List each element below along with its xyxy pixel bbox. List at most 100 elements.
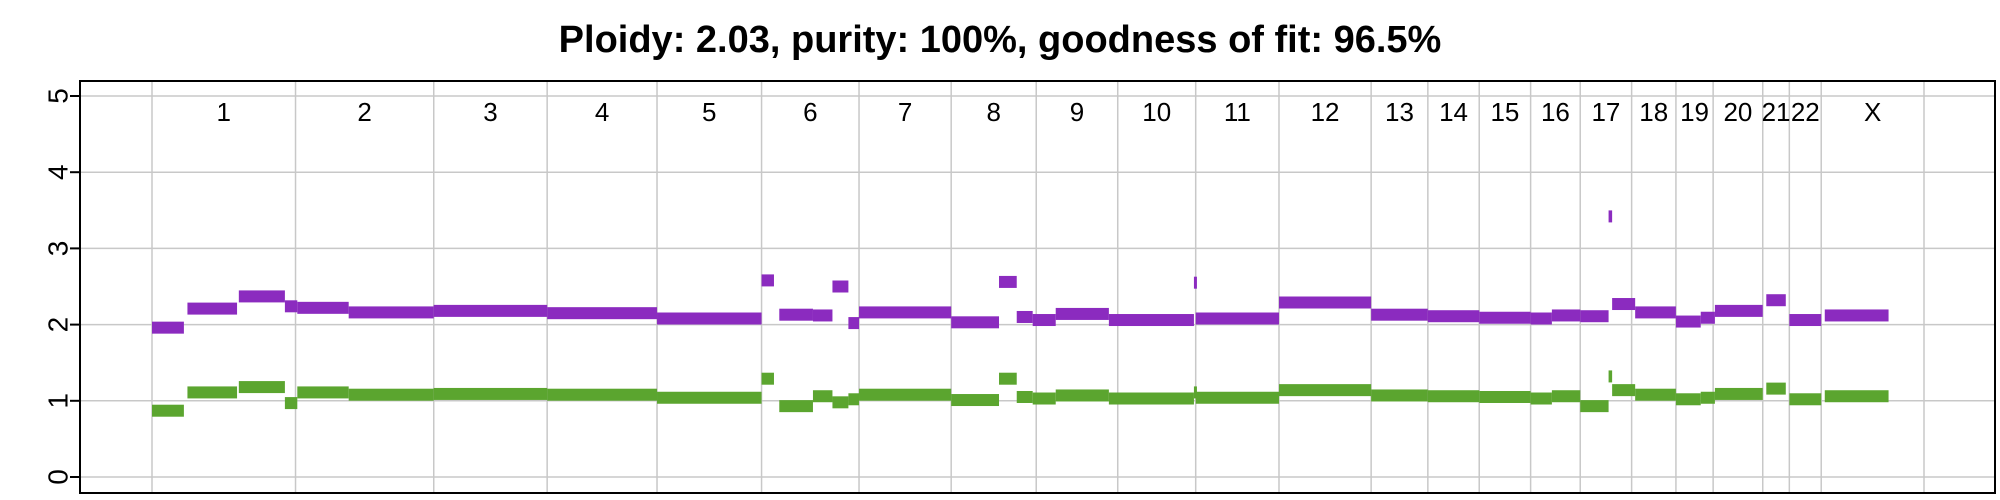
total-copy-number-segment-31 xyxy=(1612,298,1636,311)
minor-copy-number-segment-22 xyxy=(1195,391,1279,404)
total-copy-number-segment-18 xyxy=(1032,314,1056,327)
total-copy-number-segment-23 xyxy=(1278,296,1372,309)
minor-copy-number-segment-12 xyxy=(832,396,849,409)
minor-copy-number-segment-3 xyxy=(284,397,298,410)
minor-copy-number-segment-27 xyxy=(1530,392,1552,405)
total-copy-number-segment-1 xyxy=(187,302,238,315)
minor-copy-number-segment-11 xyxy=(812,390,833,403)
total-copy-number-segment-2 xyxy=(238,290,285,303)
minor-copy-number-segment-19 xyxy=(1055,389,1109,402)
minor-copy-number-segment-23 xyxy=(1278,384,1372,397)
minor-copy-number-segment-1 xyxy=(187,386,238,399)
chromosome-label-17: 17 xyxy=(1591,97,1620,127)
y-tick-label-5: 5 xyxy=(43,88,74,104)
total-copy-number-segment-13 xyxy=(848,317,860,330)
total-copy-number-segment-3 xyxy=(284,300,298,313)
chromosome-labels: 1 2 3 4 5 6 7 8 9 10 11 12 13 14 15 16 17 18 19 20 21 22 X xyxy=(217,97,1882,127)
y-tick-label-2: 2 xyxy=(43,317,74,333)
total-copy-number-segment-28 xyxy=(1551,309,1581,322)
minor-copy-number-segment-16 xyxy=(999,372,1017,385)
minor-copy-number-segment-15 xyxy=(951,394,1000,407)
chromosome-label-15: 15 xyxy=(1490,97,1519,127)
total-copy-number-segment-20 xyxy=(1108,314,1194,327)
chromosome-label-1: 1 xyxy=(217,97,231,127)
minor-copy-number-segment-26 xyxy=(1479,390,1531,403)
minor-copy-number-segment-2 xyxy=(238,381,285,394)
grid-lines xyxy=(80,81,1995,493)
chromosome-label-22: 22 xyxy=(1791,97,1820,127)
minor-copy-number-segment-17 xyxy=(1016,390,1033,403)
minor-copy-number-segment-18 xyxy=(1032,392,1056,405)
total-copy-number-segment-19 xyxy=(1055,307,1109,320)
minor-copy-number-segment-13 xyxy=(848,393,860,406)
chromosome-label-5: 5 xyxy=(702,97,716,127)
minor-copy-number-segment-36 xyxy=(1766,382,1786,395)
minor-copy-number-segment-35 xyxy=(1714,387,1763,400)
chromosome-label-21: 21 xyxy=(1762,97,1791,127)
total-copy-number-segment-36 xyxy=(1766,294,1786,307)
chromosome-label-10: 10 xyxy=(1142,97,1171,127)
chromosome-label-8: 8 xyxy=(986,97,1000,127)
minor-copy-number-segment-5 xyxy=(348,388,434,401)
total-copy-number-segment-22 xyxy=(1195,312,1279,325)
y-tick-label-1: 1 xyxy=(43,393,74,409)
chromosome-label-X: X xyxy=(1864,97,1881,127)
total-copy-number-segment-30 xyxy=(1608,210,1613,223)
total-copy-number-segment-14 xyxy=(859,306,952,319)
total-copy-number-segment-7 xyxy=(547,307,658,320)
chromosome-label-3: 3 xyxy=(483,97,497,127)
y-axis: 0 1 2 3 4 5 xyxy=(43,88,80,485)
total-copy-number-segment-21 xyxy=(1193,276,1197,289)
total-copy-number-segment-16 xyxy=(999,275,1017,288)
minor-copy-number-segment-30 xyxy=(1608,370,1613,383)
minor-copy-number-segment-14 xyxy=(859,388,952,401)
minor-copy-number-segment-8 xyxy=(657,391,762,404)
total-copy-number-segment-38 xyxy=(1824,309,1889,322)
minor-copy-number-segment-24 xyxy=(1371,389,1428,402)
minor-copy-number-segment-20 xyxy=(1108,392,1194,405)
total-copy-number-segment-33 xyxy=(1675,315,1701,328)
minor-copy-number-segment-6 xyxy=(433,387,548,400)
total-copy-number-segment-24 xyxy=(1371,308,1428,321)
chromosome-label-18: 18 xyxy=(1639,97,1668,127)
minor-copy-number-segment-29 xyxy=(1580,400,1609,413)
minor-copy-number-segment-28 xyxy=(1551,390,1581,403)
minor-copy-number-segment-33 xyxy=(1675,393,1701,406)
chromosome-label-14: 14 xyxy=(1439,97,1468,127)
total-copy-number-segment-0 xyxy=(152,321,184,334)
chromosome-label-4: 4 xyxy=(595,97,609,127)
chromosome-label-9: 9 xyxy=(1070,97,1084,127)
chromosome-label-12: 12 xyxy=(1311,97,1340,127)
minor-copy-number-segment-0 xyxy=(152,404,184,417)
chromosome-label-2: 2 xyxy=(357,97,371,127)
chromosome-label-20: 20 xyxy=(1723,97,1752,127)
y-tick-label-3: 3 xyxy=(43,241,74,257)
total-copy-number-segment-34 xyxy=(1700,311,1715,324)
minor-copy-number-segment-7 xyxy=(547,388,658,401)
minor-copy-number-segment-25 xyxy=(1427,390,1480,403)
plot-frame xyxy=(79,80,1996,494)
minor-copy-number-segment-10 xyxy=(779,400,813,413)
total-copy-number-segment-4 xyxy=(297,301,349,314)
total-copy-number-segment-27 xyxy=(1530,312,1552,325)
total-copy-number-segment-12 xyxy=(832,280,849,293)
total-copy-number-segment-9 xyxy=(761,274,774,287)
minor-copy-number-segment-32 xyxy=(1635,388,1676,401)
y-tick-label-4: 4 xyxy=(43,164,74,180)
total-copy-number-segment-6 xyxy=(433,304,548,317)
chromosome-label-11: 11 xyxy=(1224,97,1251,127)
total-copy-number-segment-10 xyxy=(779,308,813,321)
total-copy-number-segment-15 xyxy=(951,316,1000,329)
total-copy-number-segment-32 xyxy=(1635,306,1676,319)
y-tick-label-0: 0 xyxy=(43,469,74,485)
total-copy-number-segment-26 xyxy=(1479,311,1531,324)
total-copy-number-segment-35 xyxy=(1714,304,1763,317)
minor-copy-number-segment-37 xyxy=(1789,393,1822,406)
total-copy-number-segment-11 xyxy=(812,309,833,322)
chromosome-label-13: 13 xyxy=(1385,97,1414,127)
chromosome-label-16: 16 xyxy=(1541,97,1570,127)
minor-copy-number-segment-9 xyxy=(761,372,774,385)
chromosome-label-6: 6 xyxy=(803,97,817,127)
chromosome-label-19: 19 xyxy=(1680,97,1709,127)
